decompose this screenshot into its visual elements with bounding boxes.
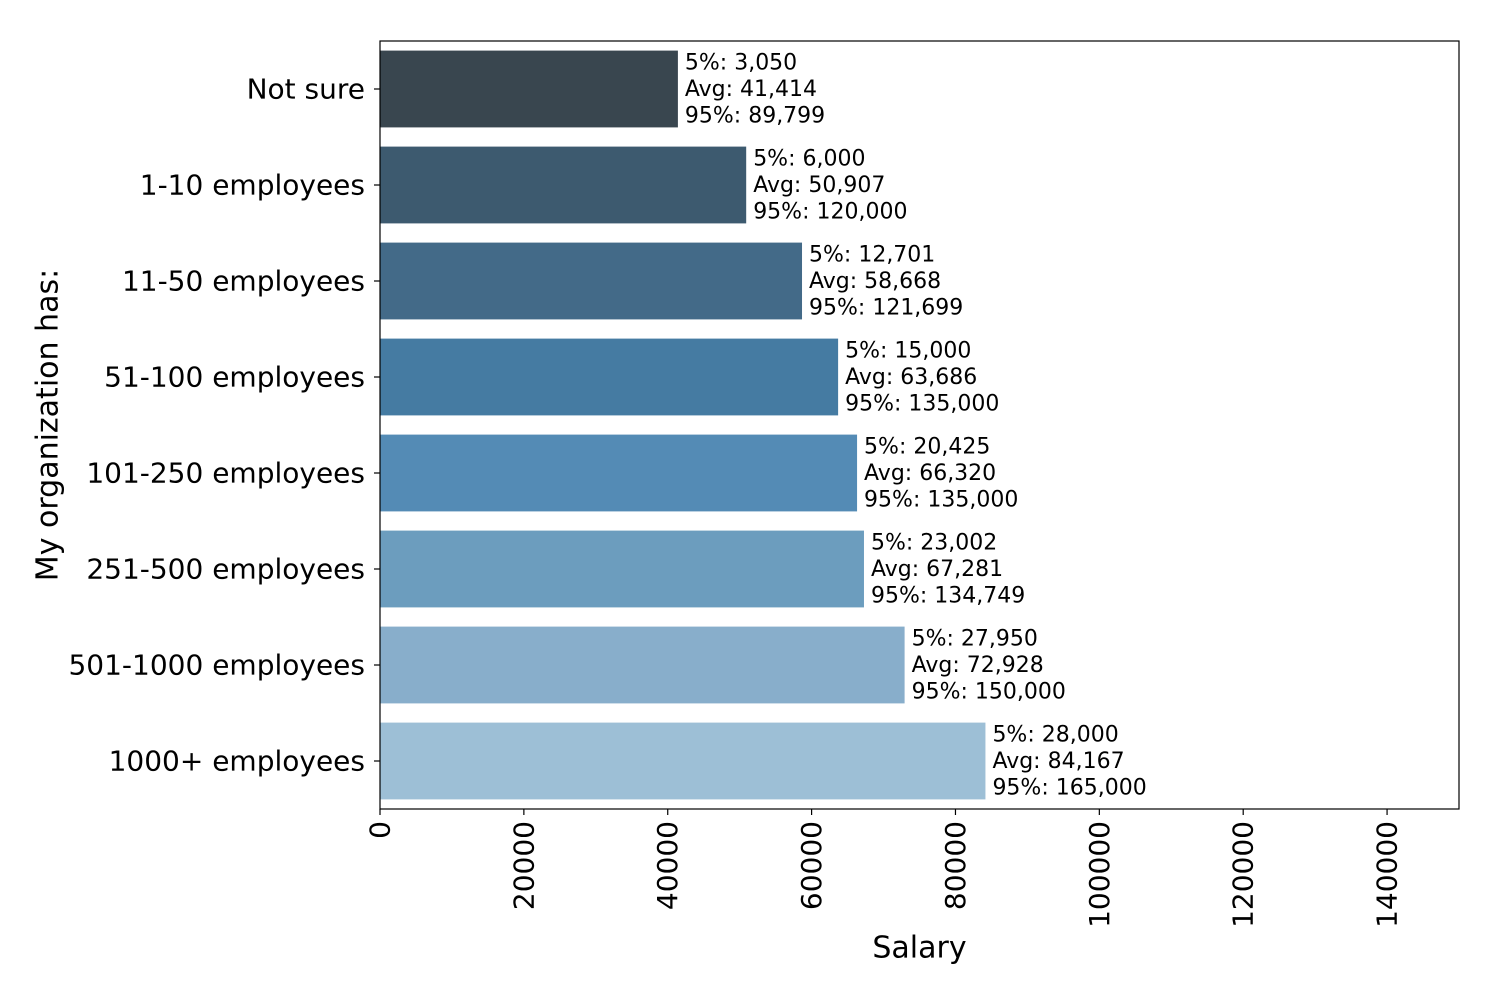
bar-annotation-line: 95%: 165,000: [992, 776, 1146, 801]
x-tick-label-3: 60000: [795, 821, 828, 910]
x-tick-label-5: 100000: [1083, 821, 1116, 928]
bar-annotation-line: 5%: 20,425: [864, 435, 990, 460]
y-tick-label-3: 51-100 employees: [104, 361, 365, 394]
bar-annotation-line: 95%: 121,699: [809, 296, 963, 321]
x-axis-title: Salary: [872, 931, 966, 966]
bar-annotation-6: 5%: 27,950 Avg: 72,928 95%: 150,000: [912, 627, 1066, 705]
bar-3: [380, 338, 839, 416]
y-axis-title: My organization has:: [31, 269, 66, 581]
bar-7: [380, 722, 986, 800]
bar-annotation-line: Avg: 66,320: [864, 461, 996, 486]
bar-annotation-line: 5%: 6,000: [753, 147, 865, 172]
bar-4: [380, 434, 858, 512]
bar-annotation-line: 5%: 28,000: [992, 723, 1118, 748]
y-tick-label-0: Not sure: [247, 73, 365, 106]
bar-annotation-line: Avg: 67,281: [871, 557, 1003, 582]
bar-annotation-2: 5%: 12,701 Avg: 58,668 95%: 121,699: [809, 243, 963, 321]
bar-annotation-line: 95%: 134,749: [871, 584, 1025, 609]
bar-annotation-line: 95%: 150,000: [912, 680, 1066, 705]
bar-annotation-line: Avg: 63,686: [845, 365, 977, 390]
x-tick-label-0: 0: [364, 821, 397, 839]
bar-annotation-line: Avg: 58,668: [809, 269, 941, 294]
bar-1: [380, 146, 747, 224]
bars-layer: [380, 50, 986, 800]
bar-annotation-line: 95%: 135,000: [864, 488, 1018, 513]
y-tick-label-2: 11-50 employees: [122, 265, 365, 298]
bar-annotation-1: 5%: 6,000 Avg: 50,907 95%: 120,000: [753, 147, 907, 225]
bar-annotation-line: 95%: 89,799: [685, 104, 825, 129]
bar-annotation-3: 5%: 15,000 Avg: 63,686 95%: 135,000: [845, 339, 999, 417]
x-axis: 0 20000 40000 60000 80000 100000 120000 140000: [364, 809, 1404, 928]
y-tick-label-4: 101-250 employees: [86, 457, 365, 490]
bar-annotation-line: Avg: 41,414: [685, 77, 817, 102]
bar-annotation-line: Avg: 50,907: [753, 173, 885, 198]
x-tick-label-4: 80000: [939, 821, 972, 910]
x-tick-label-2: 40000: [651, 821, 684, 910]
y-tick-label-7: 1000+ employees: [109, 745, 365, 778]
x-tick-label-1: 20000: [507, 821, 540, 910]
bar-annotation-line: Avg: 72,928: [912, 653, 1044, 678]
y-axis: Not sure 1-10 employees 11-50 employees 51-…: [68, 73, 380, 778]
bar-6: [380, 626, 905, 704]
y-tick-label-1: 1-10 employees: [140, 169, 365, 202]
bar-0: [380, 50, 678, 128]
bar-annotation-line: Avg: 84,167: [992, 749, 1124, 774]
x-tick-label-7: 140000: [1371, 821, 1404, 928]
bar-annotation-line: 5%: 12,701: [809, 243, 935, 268]
bar-annotation-line: 5%: 27,950: [912, 627, 1038, 652]
bar-annotation-line: 95%: 120,000: [753, 200, 907, 225]
bar-5: [380, 530, 864, 608]
bar-annotation-line: 5%: 23,002: [871, 531, 997, 556]
x-tick-label-6: 120000: [1227, 821, 1260, 928]
bar-annotation-7: 5%: 28,000 Avg: 84,167 95%: 165,000: [992, 723, 1146, 801]
bar-annotation-line: 5%: 15,000: [845, 339, 971, 364]
annotations-layer: 5%: 3,050 Avg: 41,414 95%: 89,799 5%: 6,000…: [685, 51, 1147, 801]
plot-frame: [379, 40, 1460, 810]
bar-annotation-4: 5%: 20,425 Avg: 66,320 95%: 135,000: [864, 435, 1018, 513]
bar-annotation-0: 5%: 3,050 Avg: 41,414 95%: 89,799: [685, 51, 825, 129]
bar-annotation-5: 5%: 23,002 Avg: 67,281 95%: 134,749: [871, 531, 1025, 609]
bar-annotation-line: 95%: 135,000: [845, 392, 999, 417]
bar-annotation-line: 5%: 3,050: [685, 51, 797, 76]
y-tick-label-5: 251-500 employees: [86, 553, 365, 586]
y-tick-label-6: 501-1000 employees: [68, 649, 365, 682]
bar-2: [380, 242, 803, 320]
